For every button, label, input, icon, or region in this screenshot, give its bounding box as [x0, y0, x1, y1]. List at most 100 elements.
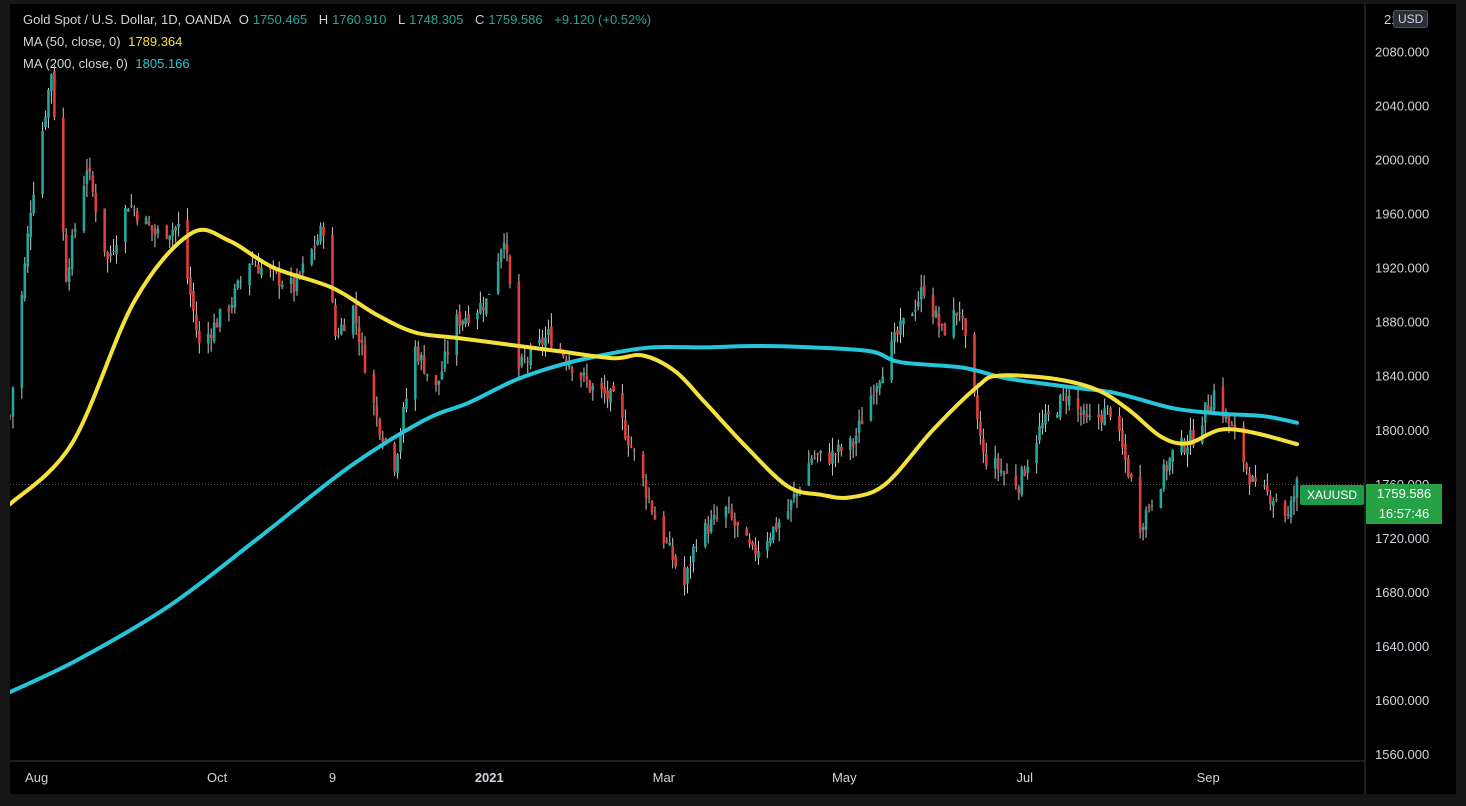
- candle: [911, 312, 914, 317]
- candle: [292, 275, 296, 302]
- candle: [1159, 488, 1163, 509]
- time-tick-label: May: [832, 770, 857, 785]
- symbol-legend[interactable]: Gold Spot / U.S. Dollar, 1D, OANDA O 1750…: [23, 12, 655, 27]
- candle-body-down: [985, 453, 988, 466]
- time-axis[interactable]: Aug Oct 9 2021 Mar May Jul Sep: [25, 770, 1220, 785]
- candle: [952, 297, 956, 340]
- candle: [902, 317, 905, 338]
- candle-body-up: [289, 278, 293, 284]
- candle: [624, 409, 627, 441]
- candle-body-down: [982, 438, 985, 453]
- candle: [621, 383, 624, 431]
- candle-body-up: [582, 372, 586, 376]
- candle: [189, 266, 192, 308]
- candle: [1088, 403, 1092, 421]
- candle-body-up: [869, 395, 873, 421]
- candle-body-down: [647, 497, 651, 499]
- candle: [647, 487, 651, 504]
- candle-body-up: [1150, 505, 1154, 507]
- candle: [916, 291, 920, 311]
- candle: [958, 301, 961, 322]
- low-value: L 1748.305: [398, 12, 467, 27]
- time-tick-label: 2021: [475, 770, 504, 785]
- candle-body-up: [1106, 405, 1109, 407]
- price-axis[interactable]: 1560.000 1600.000 1640.000 1680.000 1720.000…: [1375, 44, 1429, 762]
- candle-body-down: [467, 313, 470, 323]
- candle: [94, 183, 98, 223]
- candle-body-down: [588, 380, 592, 392]
- candle-body-down: [931, 294, 935, 317]
- candle-body-up: [1035, 443, 1038, 464]
- candle: [964, 318, 967, 348]
- candle-body-up: [70, 234, 74, 269]
- candle-body-down: [482, 306, 485, 311]
- candle-body-down: [644, 479, 648, 498]
- candle: [227, 304, 231, 322]
- candle-body-down: [1266, 485, 1269, 492]
- candle: [940, 323, 944, 332]
- candle-body-down: [1129, 474, 1133, 478]
- candle-body-up: [914, 309, 917, 312]
- candle: [1295, 476, 1299, 511]
- candle: [1061, 386, 1065, 401]
- candle-body-up: [567, 364, 571, 368]
- candle-body-up: [771, 526, 775, 541]
- candle-body-down: [641, 453, 645, 479]
- candle-body-up: [591, 385, 595, 391]
- candle-body-up: [902, 318, 905, 325]
- close-value: C 1759.586: [475, 12, 547, 27]
- chart-frame[interactable]: 1560.000 1600.000 1640.000 1680.000 1720.000…: [10, 4, 1456, 794]
- ma200-legend[interactable]: MA (200, close, 0) 1805.166: [23, 56, 194, 71]
- candle: [1121, 417, 1124, 455]
- candle: [1017, 485, 1021, 501]
- candle-body-up: [32, 194, 35, 214]
- candle: [23, 256, 27, 302]
- candle-body-up: [310, 249, 314, 265]
- candle: [1189, 417, 1192, 455]
- candle: [1162, 459, 1166, 492]
- candle-body-down: [215, 322, 219, 328]
- candle-body-down: [828, 452, 831, 464]
- candle-body-up: [1056, 414, 1059, 418]
- candle-body-down: [446, 352, 450, 355]
- candle-body-down: [1245, 463, 1248, 469]
- candle: [340, 317, 343, 336]
- candle-body-down: [600, 382, 604, 390]
- candle-body-up: [911, 313, 914, 316]
- candle-body-down: [64, 234, 68, 282]
- candle: [715, 506, 719, 522]
- candle-body-up: [461, 320, 464, 325]
- candle: [857, 409, 861, 443]
- candle-body-down: [730, 509, 734, 519]
- candle-body-down: [165, 225, 169, 239]
- candle: [544, 326, 547, 357]
- candle-body-down: [922, 285, 926, 296]
- candle: [1079, 406, 1083, 426]
- candle: [67, 258, 71, 291]
- candle-body-up: [29, 212, 33, 238]
- candle: [64, 228, 68, 283]
- candle: [1005, 463, 1009, 474]
- candle-body-down: [632, 449, 636, 451]
- candle-body-down: [147, 221, 151, 225]
- candle: [520, 353, 524, 369]
- candle: [881, 367, 885, 384]
- symbol-price-tag: XAUUSD: [1300, 485, 1364, 505]
- currency-badge[interactable]: USD: [1393, 10, 1429, 28]
- candle: [973, 332, 976, 397]
- candle-body-up: [251, 263, 254, 265]
- candle-body-up: [1286, 514, 1290, 516]
- candle: [434, 374, 438, 392]
- candle-body-up: [692, 546, 695, 563]
- price-chart[interactable]: 1560.000 1600.000 1640.000 1680.000 1720.000…: [10, 4, 1456, 794]
- symbol-title: Gold Spot / U.S. Dollar, 1D, OANDA: [23, 12, 232, 27]
- candle: [1203, 402, 1207, 434]
- ma50-legend[interactable]: MA (50, close, 0) 1789.364: [23, 34, 186, 49]
- candle: [103, 208, 106, 257]
- candle: [73, 223, 77, 239]
- candle-body-up: [437, 380, 441, 385]
- candle: [124, 204, 127, 254]
- candle: [248, 263, 251, 296]
- candle: [209, 328, 213, 352]
- candle-body-down: [754, 544, 757, 555]
